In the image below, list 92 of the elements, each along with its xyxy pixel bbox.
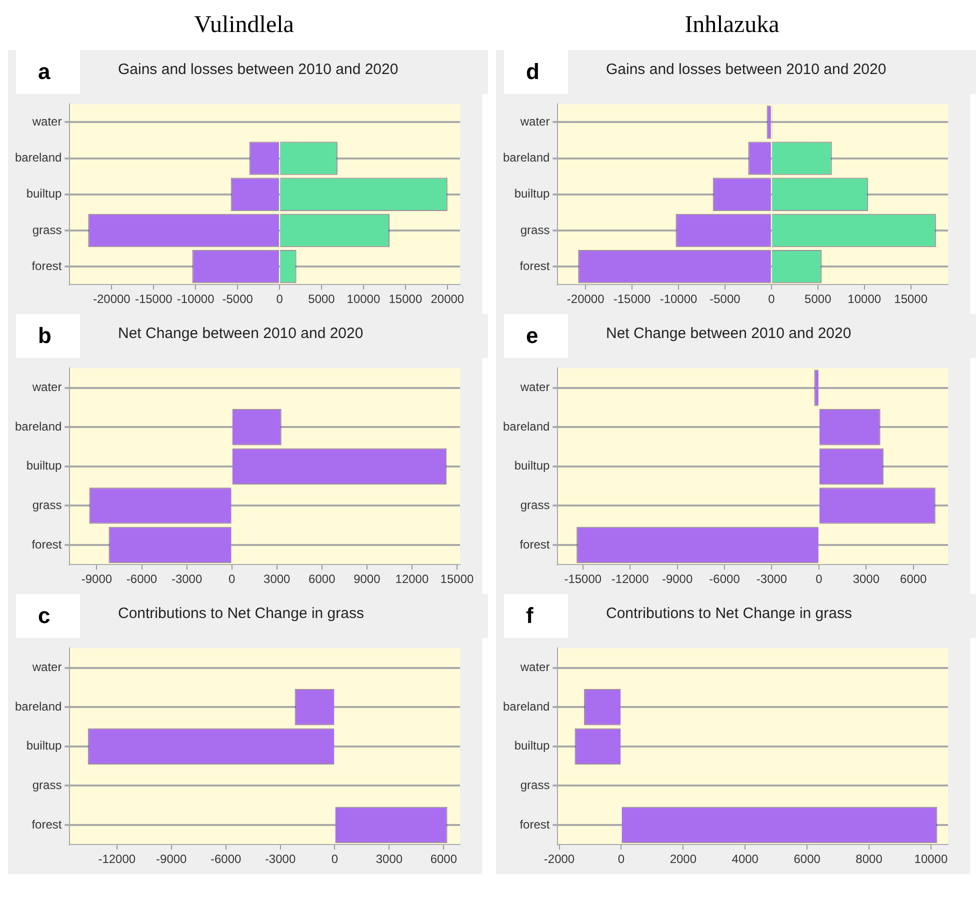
y-tick-label: forest <box>32 817 62 832</box>
x-tick-label: 15000 <box>388 292 422 306</box>
x-tick-label: -15000 <box>613 292 652 306</box>
x-tick-label: -6000 <box>126 572 158 586</box>
text: a <box>16 50 80 94</box>
x-tick-label: 10000 <box>914 852 948 866</box>
x-tick-label: 5000 <box>308 292 336 306</box>
x-tick-label: -12000 <box>611 572 650 586</box>
x-tick-label: 10000 <box>848 292 882 306</box>
chart-title: Gains and losses between 2010 and 2020 <box>117 60 400 80</box>
y-tick-label: bareland <box>14 150 62 165</box>
x-tick-label: 3000 <box>264 572 291 586</box>
x-tick-label: -3000 <box>171 572 202 586</box>
y-tick-label: forest <box>32 537 62 552</box>
x-tick-label: 8000 <box>856 852 883 866</box>
y-tick-label: forest <box>520 817 550 832</box>
x-tick-label: 20000 <box>430 292 464 306</box>
y-tick-label: bareland <box>502 150 550 165</box>
x-tick-label: -6000 <box>709 572 740 586</box>
x-tick-label: 0 <box>816 572 823 586</box>
x-tick-label: -10000 <box>660 292 698 306</box>
chart-title: Net Change between 2010 and 2020 <box>605 324 852 344</box>
y-tick-label: forest <box>520 258 550 273</box>
x-tick-label: 10000 <box>346 292 380 306</box>
x-tick-label: 0 <box>331 852 338 866</box>
x-tick-label: 0 <box>768 292 776 306</box>
x-tick-label: 3000 <box>852 572 880 586</box>
x-tick-label: 0 <box>276 292 284 306</box>
y-tick-label: builtup <box>26 186 62 201</box>
x-tick-label: -9000 <box>662 572 693 586</box>
x-tick-label: 15000 <box>440 572 474 586</box>
text: Vulindlela <box>193 11 295 40</box>
x-tick-label: -20000 <box>566 292 605 306</box>
chart-title: Contributions to Net Change in grass <box>117 604 365 624</box>
text: Inhlazuka <box>684 11 780 40</box>
text: d <box>504 50 568 94</box>
y-tick-label: builtup <box>514 186 550 201</box>
x-tick-label: 2000 <box>670 852 697 866</box>
y-tick-label: bareland <box>14 419 62 434</box>
y-tick-label: bareland <box>502 419 550 434</box>
x-tick-label: -3000 <box>756 572 788 586</box>
y-tick-label: grass <box>520 778 550 792</box>
y-tick-label: water <box>31 380 62 394</box>
x-tick-label: 12000 <box>395 572 429 586</box>
y-tick-label: forest <box>520 537 550 552</box>
chart-title: Net Change between 2010 and 2020 <box>117 324 364 344</box>
x-tick-label: -2000 <box>544 852 575 866</box>
chart-title: Contributions to Net Change in grass <box>605 604 853 624</box>
y-tick-label: grass <box>32 778 62 792</box>
y-tick-label: builtup <box>514 738 550 753</box>
x-tick-label: 4000 <box>732 852 759 866</box>
x-tick-label: 6000 <box>900 572 928 586</box>
chart-title: Gains and losses between 2010 and 2020 <box>605 60 888 80</box>
y-tick-label: grass <box>32 222 62 237</box>
y-tick-label: water <box>519 660 550 674</box>
text: c <box>16 594 80 638</box>
x-tick-label: -15000 <box>134 292 173 306</box>
x-tick-label: 15000 <box>894 292 928 306</box>
y-tick-label: water <box>31 114 62 129</box>
x-tick-label: -20000 <box>92 292 131 306</box>
y-tick-label: water <box>519 114 550 129</box>
y-tick-label: grass <box>520 222 550 237</box>
text: e <box>504 314 568 358</box>
x-tick-label: -9000 <box>156 852 188 866</box>
x-tick-label: 6000 <box>308 572 336 586</box>
text: b <box>16 314 80 358</box>
x-tick-label: -15000 <box>564 572 602 586</box>
y-tick-label: forest <box>32 258 62 273</box>
y-tick-label: bareland <box>14 699 62 714</box>
y-tick-label: builtup <box>514 458 550 473</box>
x-tick-label: 9000 <box>354 572 381 586</box>
y-tick-label: water <box>31 660 62 674</box>
x-tick-label: 0 <box>228 572 236 586</box>
x-tick-label: -5000 <box>222 292 254 306</box>
y-tick-label: grass <box>520 498 550 512</box>
x-tick-label: -5000 <box>710 292 741 306</box>
x-tick-label: 5000 <box>804 292 832 306</box>
y-tick-label: bareland <box>502 699 550 714</box>
x-tick-label: -10000 <box>176 292 215 306</box>
y-tick-label: builtup <box>26 738 62 753</box>
y-tick-label: water <box>519 380 550 394</box>
x-tick-label: -6000 <box>210 852 242 866</box>
x-tick-label: 0 <box>618 852 625 866</box>
x-tick-label: 6000 <box>430 852 458 866</box>
x-tick-label: 6000 <box>794 852 821 866</box>
x-tick-label: -3000 <box>264 852 296 866</box>
text: f <box>504 594 568 638</box>
y-tick-label: builtup <box>26 458 62 473</box>
x-tick-label: -12000 <box>98 852 136 866</box>
x-tick-label: 3000 <box>376 852 403 866</box>
x-tick-label: -9000 <box>81 572 112 586</box>
y-tick-label: grass <box>32 498 62 512</box>
